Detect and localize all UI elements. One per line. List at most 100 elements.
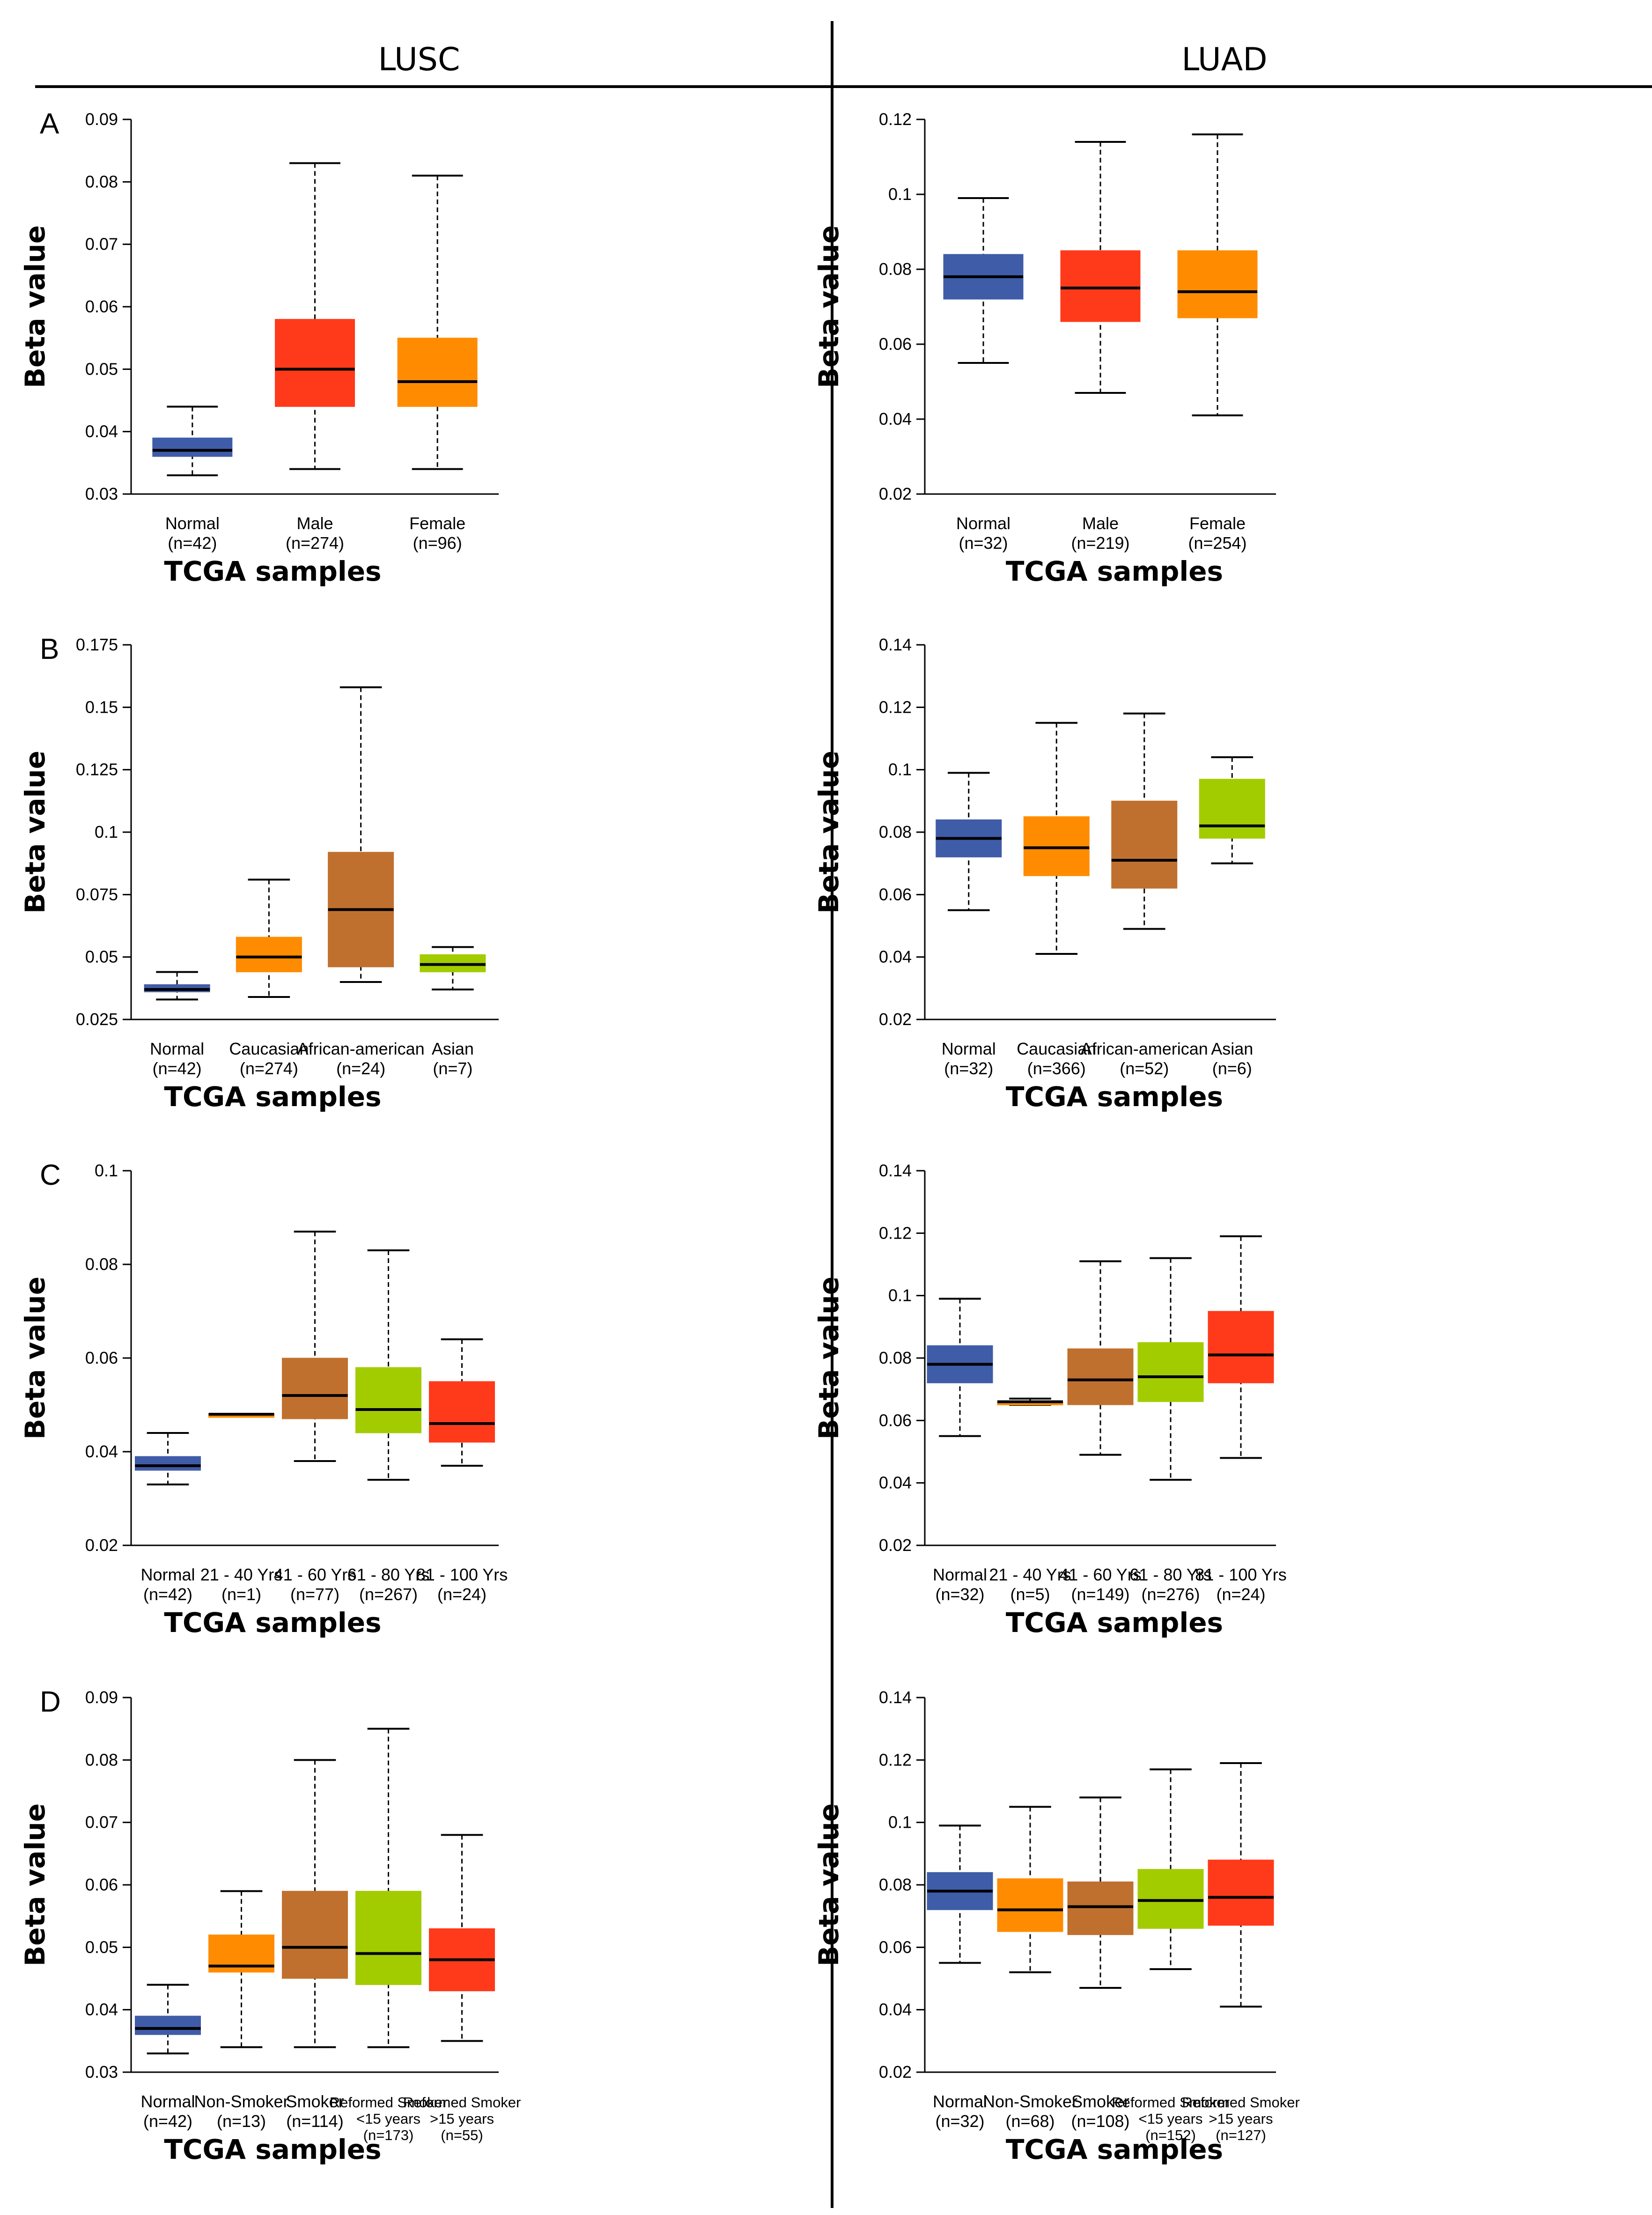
box xyxy=(1067,1348,1134,1405)
y-tick-label: 0.12 xyxy=(879,697,912,716)
y-tick-label: 0.02 xyxy=(85,1536,118,1555)
y-tick-label: 0.12 xyxy=(879,1750,912,1769)
category-label: Female xyxy=(1189,514,1246,533)
category-label: 21 - 40 Yrs xyxy=(200,1565,282,1584)
y-tick-label: 0.02 xyxy=(879,1536,912,1555)
chart-lusc-2: 0.025 0.05 0.075 0.1 0.125 0.15 0.175 Beta valu… xyxy=(19,633,499,1113)
category-label: (n=1) xyxy=(221,1585,261,1604)
category-label: (n=5) xyxy=(1010,1585,1050,1604)
category-label: (n=152) xyxy=(1145,2127,1196,2143)
category-label: African-american xyxy=(297,1039,425,1058)
category-label: (n=55) xyxy=(441,2127,483,2143)
charts-container: 0.03 0.04 0.05 0.06 0.07 0.08 0.09 Beta value A N… xyxy=(19,108,1300,2165)
chart-lusc-1: 0.03 0.04 0.05 0.06 0.07 0.08 0.09 Beta value A N… xyxy=(19,108,499,587)
category-label: Reformed Smoker xyxy=(403,2094,521,2111)
y-tick-label: 0.04 xyxy=(879,409,912,428)
y-axis-label: Beta value xyxy=(19,751,51,914)
category-label: 41 - 60 Yrs xyxy=(1059,1565,1141,1584)
y-tick-label: 0.1 xyxy=(888,1286,912,1305)
y-tick-label: 0.04 xyxy=(879,947,912,967)
y-tick-label: 0.12 xyxy=(879,1223,912,1242)
category-label: Caucasian xyxy=(1017,1039,1096,1058)
y-tick-label: 0.1 xyxy=(888,185,912,204)
category-label: 61 - 80 Yrs xyxy=(347,1565,429,1584)
category-label: Male xyxy=(296,514,333,533)
y-axis-label: Beta value xyxy=(19,1803,51,1966)
chart-lusc-4: 0.03 0.04 0.05 0.06 0.07 0.08 0.09 Beta value D N… xyxy=(19,1686,521,2165)
category-label: (n=13) xyxy=(217,2112,266,2131)
y-tick-label: 0.08 xyxy=(879,1348,912,1367)
category-label: Normal xyxy=(933,2092,987,2111)
category-label: (n=42) xyxy=(143,1585,192,1604)
y-axis-label: Beta value xyxy=(19,225,51,388)
category-label: Normal xyxy=(165,514,220,533)
y-axis-label: Beta value xyxy=(813,1803,845,1966)
y-tick-label: 0.02 xyxy=(879,2062,912,2082)
y-tick-label: 0.1 xyxy=(95,1161,118,1180)
box xyxy=(1067,1881,1134,1935)
category-label: (n=77) xyxy=(290,1585,339,1604)
box xyxy=(135,1456,201,1471)
y-tick-label: 0.02 xyxy=(879,484,912,503)
y-tick-label: 0.02 xyxy=(879,1010,912,1029)
box xyxy=(282,1358,348,1419)
x-axis-title: TCGA samples xyxy=(1006,555,1223,587)
y-tick-label: 0.04 xyxy=(85,422,118,441)
category-label: 21 - 40 Yrs xyxy=(989,1565,1071,1584)
category-label: (n=52) xyxy=(1120,1059,1169,1078)
y-tick-label: 0.03 xyxy=(85,2062,118,2082)
category-label: Smoker xyxy=(1071,2092,1129,2111)
category-label: Asian xyxy=(1211,1039,1253,1058)
category-label: (n=42) xyxy=(143,2112,192,2131)
x-axis-title: TCGA samples xyxy=(164,1081,381,1113)
category-label: <15 years xyxy=(1138,2111,1202,2127)
column-title-lusc: LUSC xyxy=(378,41,460,78)
x-axis-title: TCGA samples xyxy=(1006,1607,1223,1639)
panel-label-a: A xyxy=(40,108,59,140)
category-label: 41 - 60 Yrs xyxy=(274,1565,356,1584)
category-label: Reformed Smoker xyxy=(330,2094,448,2111)
category-label: Normal xyxy=(140,1565,195,1584)
category-label: Reformed Smoker xyxy=(1182,2094,1300,2111)
y-tick-label: 0.05 xyxy=(85,359,118,378)
category-label: (n=149) xyxy=(1071,1585,1129,1604)
category-label: (n=24) xyxy=(437,1585,487,1604)
category-label: (n=32) xyxy=(935,2112,984,2131)
y-tick-label: 0.03 xyxy=(85,484,118,503)
y-tick-label: 0.06 xyxy=(879,1410,912,1430)
category-label: (n=108) xyxy=(1071,2112,1129,2131)
x-axis-title: TCGA samples xyxy=(164,2134,381,2165)
category-label: (n=274) xyxy=(286,533,344,553)
box xyxy=(1137,1869,1204,1929)
category-label: >15 years xyxy=(1209,2111,1273,2127)
y-tick-label: 0.175 xyxy=(76,635,118,654)
y-tick-label: 0.06 xyxy=(85,1348,118,1367)
category-label: (n=254) xyxy=(1188,533,1246,553)
y-tick-label: 0.07 xyxy=(85,1813,118,1832)
y-tick-label: 0.08 xyxy=(85,172,118,191)
y-tick-label: 0.06 xyxy=(879,334,912,354)
category-label: (n=6) xyxy=(1212,1059,1252,1078)
chart-luad-4: 0.02 0.04 0.06 0.08 0.1 0.12 0.14 Beta value Nor… xyxy=(813,1688,1300,2165)
category-label: Normal xyxy=(140,2092,195,2111)
y-axis-label: Beta value xyxy=(19,1277,51,1440)
category-label: Asian xyxy=(432,1039,474,1058)
category-label: (n=173) xyxy=(363,2127,414,2143)
category-label: Smoker xyxy=(286,2092,344,2111)
category-label: (n=42) xyxy=(168,533,217,553)
y-tick-label: 0.06 xyxy=(85,297,118,316)
box xyxy=(135,2016,201,2035)
y-tick-label: 0.08 xyxy=(879,259,912,279)
y-tick-label: 0.04 xyxy=(879,2000,912,2019)
category-label: Normal xyxy=(150,1039,204,1058)
box xyxy=(355,1367,421,1433)
y-tick-label: 0.14 xyxy=(879,635,912,654)
y-tick-label: 0.075 xyxy=(76,885,118,904)
y-tick-label: 0.05 xyxy=(85,947,118,967)
y-tick-label: 0.04 xyxy=(85,2000,118,2019)
box xyxy=(355,1890,421,1985)
category-label: (n=274) xyxy=(240,1059,298,1078)
category-label: Normal xyxy=(933,1565,987,1584)
y-tick-label: 0.1 xyxy=(95,822,118,842)
